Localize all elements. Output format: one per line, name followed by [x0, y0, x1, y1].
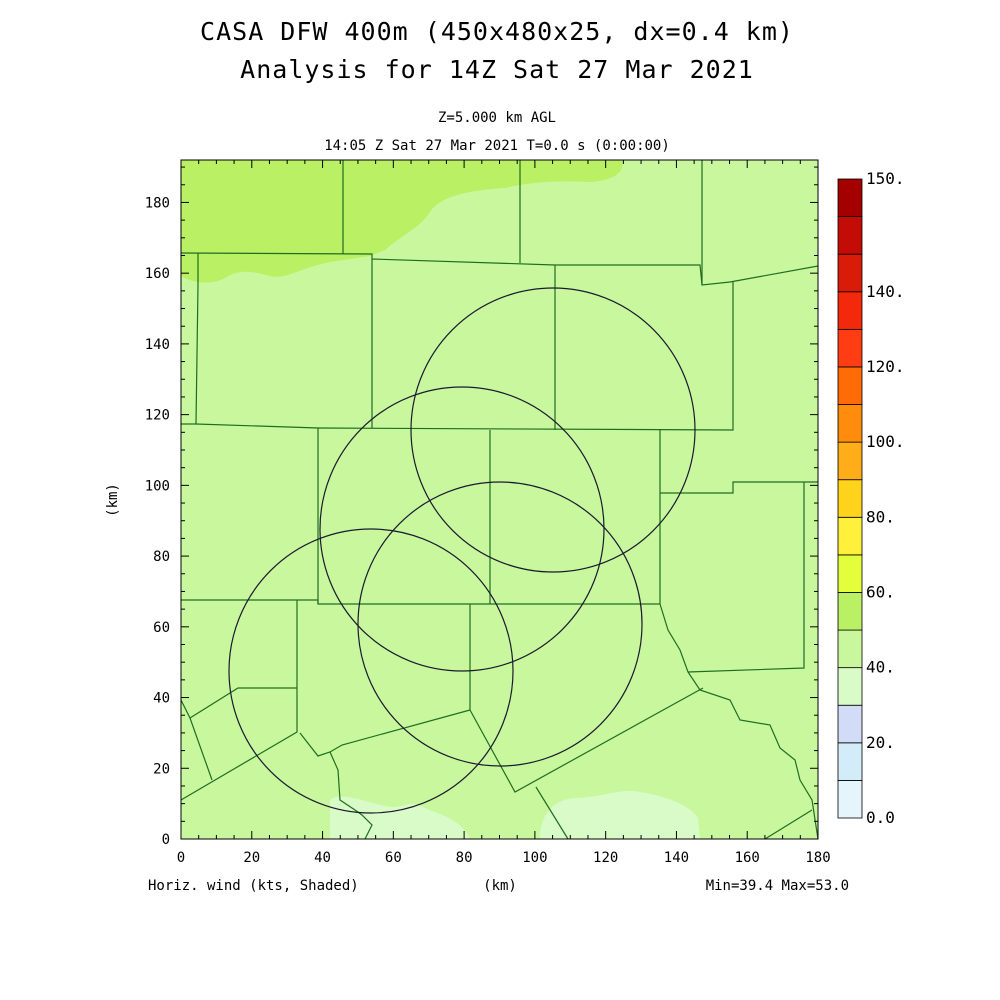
y-tick-label: 120 [145, 408, 170, 424]
colorbar-label: 150. [866, 169, 905, 188]
y-tick-label: 180 [145, 195, 170, 211]
colorbar-segment [837, 742, 863, 781]
y-tick-label: 100 [145, 478, 170, 494]
colorbar-segment [837, 253, 863, 293]
colorbar-segment [837, 516, 863, 556]
county-boundaries [180, 160, 819, 840]
x-tick-label: 100 [522, 850, 547, 866]
colorbar: 0.0 20. 40. 60. 80. 100. 120. 140. 150. [837, 169, 905, 827]
y-tick-label: 140 [145, 337, 170, 353]
y-axis-label: (km) [105, 483, 121, 517]
colorbar-label: 80. [866, 507, 895, 526]
colorbar-segment [837, 178, 863, 217]
colorbar-segment [837, 366, 863, 405]
colorbar-label: 100. [866, 432, 905, 451]
title-line-1: CASA DFW 400m (450x480x25, dx=0.4 km) [200, 17, 794, 46]
y-tick-label: 160 [145, 266, 170, 282]
radar-ring-west [319, 386, 605, 672]
radar-ring-southwest [228, 528, 514, 814]
colorbar-label: 40. [866, 658, 895, 677]
shade-region-high [181, 160, 623, 283]
plot-area [180, 159, 819, 840]
colorbar-segment [837, 667, 863, 706]
x-tick-label: 20 [243, 850, 260, 866]
colorbar-label: 140. [866, 282, 905, 301]
x-tick-label: 140 [664, 850, 689, 866]
radar-rings [228, 287, 696, 814]
colorbar-label: 120. [866, 357, 905, 376]
x-tick-label: 180 [805, 850, 830, 866]
x-tick-label: 60 [385, 850, 402, 866]
colorbar-segment [837, 328, 863, 368]
x-tick-label: 160 [735, 850, 760, 866]
x-tick-label: 80 [456, 850, 473, 866]
shade-region-low-2 [540, 791, 700, 839]
x-axis-label: (km) [483, 878, 517, 894]
x-tick-label: 0 [177, 850, 185, 866]
shade-region-low [330, 796, 470, 839]
radar-ring-south [357, 481, 643, 767]
title-line-2: Analysis for 14Z Sat 27 Mar 2021 [240, 55, 754, 84]
min-max-label: Min=39.4 Max=53.0 [706, 878, 849, 894]
y-tick-label: 40 [153, 691, 170, 707]
y-axis: 0 20 40 60 80 100 120 140 160 180 [145, 166, 818, 848]
colorbar-label: 0.0 [866, 808, 895, 827]
x-axis: 0 20 40 60 80 100 120 140 160 180 [177, 160, 831, 866]
colorbar-label: 60. [866, 582, 895, 601]
x-tick-label: 120 [593, 850, 618, 866]
colorbar-segment [837, 291, 863, 330]
colorbar-label: 20. [866, 733, 895, 752]
colorbar-segment [837, 629, 863, 669]
colorbar-segment [837, 479, 863, 518]
colorbar-segment [837, 554, 863, 593]
field-label: Horiz. wind (kts, Shaded) [148, 878, 359, 894]
colorbar-segment [837, 441, 863, 481]
y-tick-label: 60 [153, 620, 170, 636]
radar-ring-north [410, 287, 696, 573]
colorbar-segment [837, 704, 863, 744]
valid-time-label: 14:05 Z Sat 27 Mar 2021 T=0.0 s (0:00:00… [324, 138, 670, 154]
y-tick-label: 20 [153, 761, 170, 777]
colorbar-segment [837, 780, 863, 819]
colorbar-segment [837, 404, 863, 443]
colorbar-segment [837, 592, 863, 631]
y-tick-label: 80 [153, 549, 170, 565]
colorbar-segment [837, 216, 863, 255]
x-tick-label: 40 [314, 850, 331, 866]
y-tick-label: 0 [162, 832, 170, 848]
level-label: Z=5.000 km AGL [438, 110, 556, 126]
